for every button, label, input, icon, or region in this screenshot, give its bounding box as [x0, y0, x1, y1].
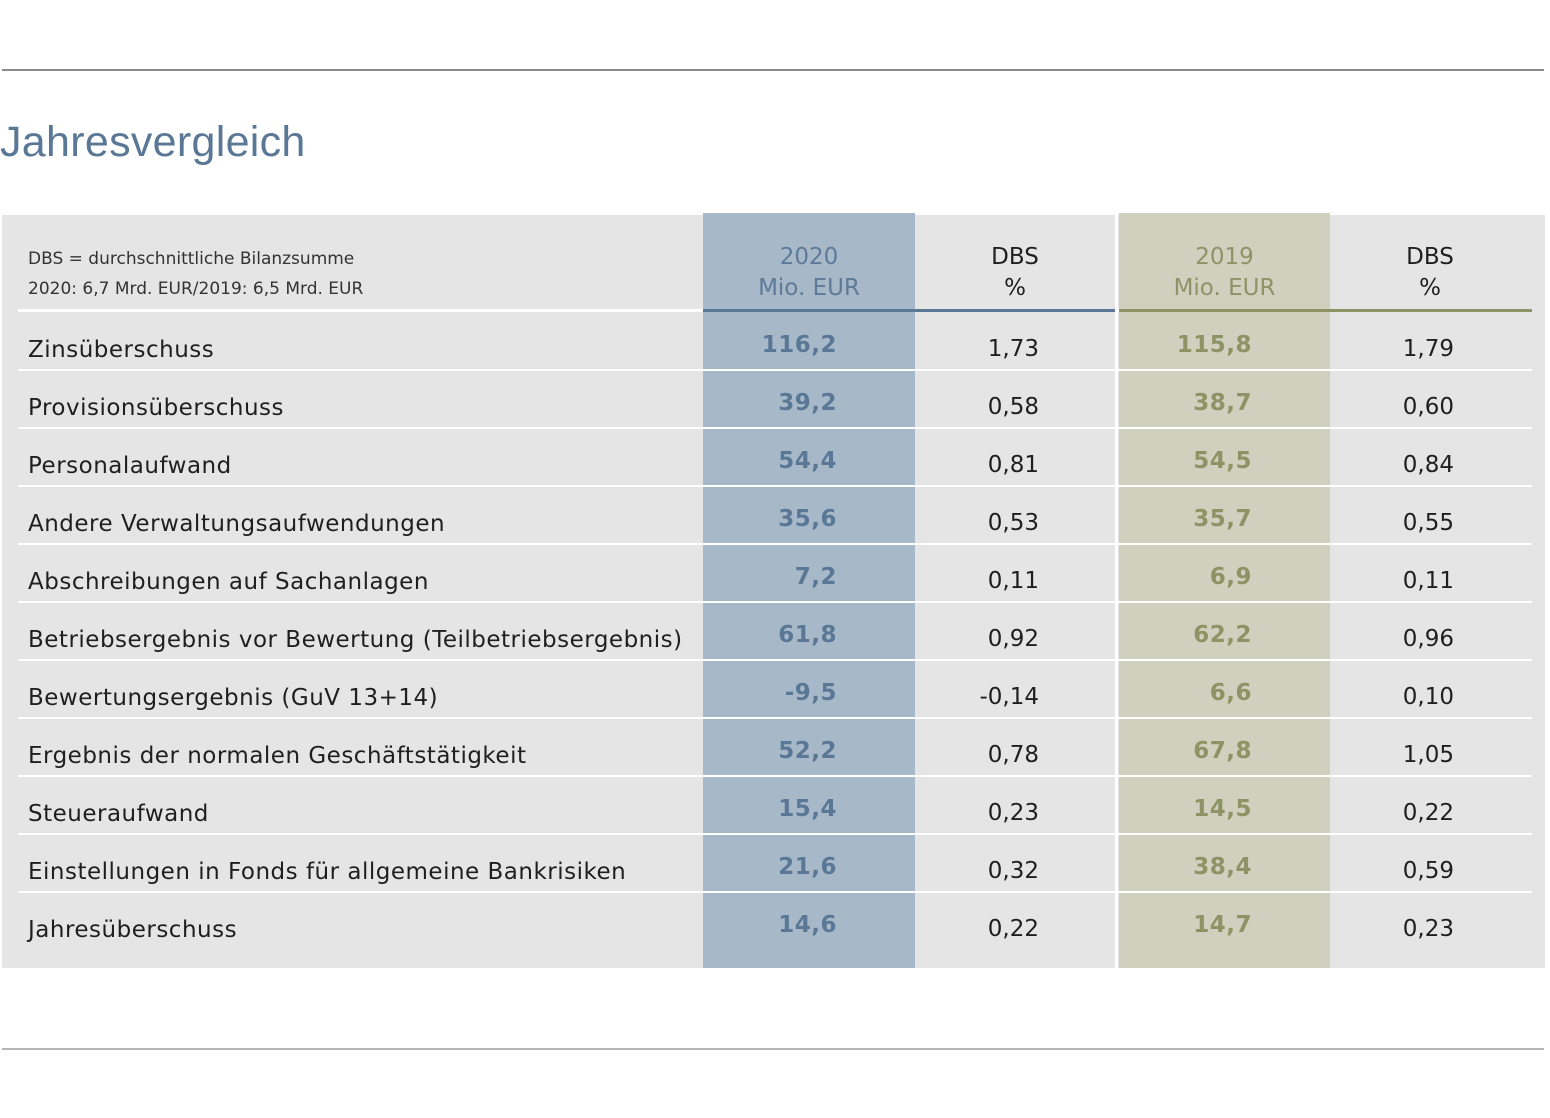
row-divider	[18, 659, 1532, 661]
dbs-2020: 0,78	[987, 742, 1039, 768]
table-row: Andere Verwaltungsaufwendungen 35,6 0,53…	[0, 486, 1550, 545]
bottom-divider	[2, 1048, 1544, 1050]
value-2019: 38,4	[1193, 854, 1252, 880]
value-2020: -9,5	[784, 680, 837, 706]
value-2020: 52,2	[778, 738, 837, 764]
table-row: Einstellungen in Fonds für allgemeine Ba…	[0, 834, 1550, 893]
page-title: Jahresvergleich	[0, 118, 306, 166]
value-2019: 38,7	[1193, 390, 1252, 416]
value-2020: 116,2	[761, 332, 837, 358]
row-divider	[18, 833, 1532, 835]
value-2020: 21,6	[778, 854, 837, 880]
value-2019: 67,8	[1193, 738, 1252, 764]
row-label: Personalaufwand	[28, 453, 232, 479]
dbs-2020: 0,11	[987, 568, 1039, 594]
row-label: Jahresüberschuss	[28, 917, 238, 943]
value-2020: 54,4	[778, 448, 837, 474]
value-2019: 6,6	[1209, 680, 1252, 706]
value-2019: 6,9	[1209, 564, 1252, 590]
header-underline-2019	[1119, 309, 1532, 312]
row-label: Provisionsüberschuss	[28, 395, 285, 421]
row-label: Abschreibungen auf Sachanlagen	[28, 569, 429, 595]
table-row: Abschreibungen auf Sachanlagen 7,2 0,11 …	[0, 544, 1550, 603]
row-divider	[18, 369, 1532, 371]
column-2019-highlight	[1119, 213, 1330, 968]
header-dbs-2020: DBS %	[915, 242, 1115, 304]
value-2019: 62,2	[1193, 622, 1252, 648]
header-dbs-2019-line2: %	[1419, 275, 1441, 301]
value-2019: 115,8	[1176, 332, 1252, 358]
dbs-2020: 0,22	[987, 916, 1039, 942]
row-label: Steueraufwand	[28, 801, 209, 827]
dbs-2020: 1,73	[987, 336, 1039, 362]
row-label: Ergebnis der normalen Geschäftstätigkeit	[28, 743, 527, 769]
value-2020: 14,6	[778, 912, 837, 938]
header-2019-unit: Mio. EUR	[1173, 275, 1276, 301]
header-dbs-2020-line1: DBS	[991, 244, 1039, 270]
row-divider	[18, 775, 1532, 777]
row-divider	[18, 891, 1532, 893]
table-row: Ergebnis der normalen Geschäftstätigkeit…	[0, 718, 1550, 777]
dbs-2020: 0,58	[987, 394, 1039, 420]
table-row: Steueraufwand 15,4 0,23 14,5 0,22	[0, 776, 1550, 835]
dbs-2019: 0,59	[1402, 858, 1454, 884]
value-2019: 54,5	[1193, 448, 1252, 474]
table-row: Bewertungsergebnis (GuV 13+14) -9,5 -0,1…	[0, 660, 1550, 719]
dbs-2020: 0,32	[987, 858, 1039, 884]
dbs-2020: 0,81	[987, 452, 1039, 478]
header-2020: 2020 Mio. EUR	[703, 242, 915, 304]
row-label: Andere Verwaltungsaufwendungen	[28, 511, 446, 537]
year-group-separator	[1115, 215, 1118, 968]
dbs-2019: 1,05	[1402, 742, 1454, 768]
header-2019: 2019 Mio. EUR	[1119, 242, 1330, 304]
row-label: Zinsüberschuss	[28, 337, 215, 363]
dbs-definition-note: DBS = durchschnittliche Bilanzsumme	[28, 249, 355, 269]
value-2020: 15,4	[778, 796, 837, 822]
row-label: Einstellungen in Fonds für allgemeine Ba…	[28, 859, 627, 885]
row-divider	[18, 601, 1532, 603]
row-divider	[18, 427, 1532, 429]
header-2020-year: 2020	[779, 244, 839, 270]
dbs-2019: 0,60	[1402, 394, 1454, 420]
table-row: Zinsüberschuss 116,2 1,73 115,8 1,79	[0, 312, 1550, 371]
value-2020: 39,2	[778, 390, 837, 416]
value-2019: 14,5	[1193, 796, 1252, 822]
header-dbs-2020-line2: %	[1004, 275, 1026, 301]
value-2019: 35,7	[1193, 506, 1252, 532]
table-row: Personalaufwand 54,4 0,81 54,5 0,84	[0, 428, 1550, 487]
header-dbs-2019: DBS %	[1330, 242, 1530, 304]
header-underline-2020	[703, 309, 1115, 312]
dbs-2019: 0,84	[1402, 452, 1454, 478]
dbs-2019: 1,79	[1402, 336, 1454, 362]
column-2020-highlight	[703, 213, 915, 968]
row-divider	[18, 543, 1532, 545]
table-row: Jahresüberschuss 14,6 0,22 14,7 0,23	[0, 892, 1550, 950]
row-divider	[18, 485, 1532, 487]
value-2020: 35,6	[778, 506, 837, 532]
dbs-2019: 0,96	[1402, 626, 1454, 652]
dbs-values-note: 2020: 6,7 Mrd. EUR/2019: 6,5 Mrd. EUR	[28, 279, 364, 299]
dbs-2019: 0,23	[1402, 916, 1454, 942]
dbs-2020: 0,92	[987, 626, 1039, 652]
row-label: Betriebsergebnis vor Bewertung (Teilbetr…	[28, 627, 683, 653]
dbs-2019: 0,22	[1402, 800, 1454, 826]
table-row: Betriebsergebnis vor Bewertung (Teilbetr…	[0, 602, 1550, 661]
dbs-2019: 0,55	[1402, 510, 1454, 536]
header-2020-unit: Mio. EUR	[758, 275, 860, 301]
value-2020: 7,2	[794, 564, 837, 590]
table-body: Zinsüberschuss 116,2 1,73 115,8 1,79 Pro…	[0, 312, 1550, 950]
value-2020: 61,8	[778, 622, 837, 648]
row-label: Bewertungsergebnis (GuV 13+14)	[28, 685, 439, 711]
dbs-2019: 0,10	[1402, 684, 1454, 710]
top-divider	[2, 69, 1544, 71]
header-dbs-2019-line1: DBS	[1406, 244, 1454, 270]
header-2019-year: 2019	[1195, 244, 1254, 270]
table-row: Provisionsüberschuss 39,2 0,58 38,7 0,60	[0, 370, 1550, 429]
dbs-2019: 0,11	[1402, 568, 1454, 594]
value-2019: 14,7	[1193, 912, 1252, 938]
dbs-2020: -0,14	[979, 684, 1039, 710]
dbs-2020: 0,23	[987, 800, 1039, 826]
dbs-2020: 0,53	[987, 510, 1039, 536]
row-divider	[18, 717, 1532, 719]
